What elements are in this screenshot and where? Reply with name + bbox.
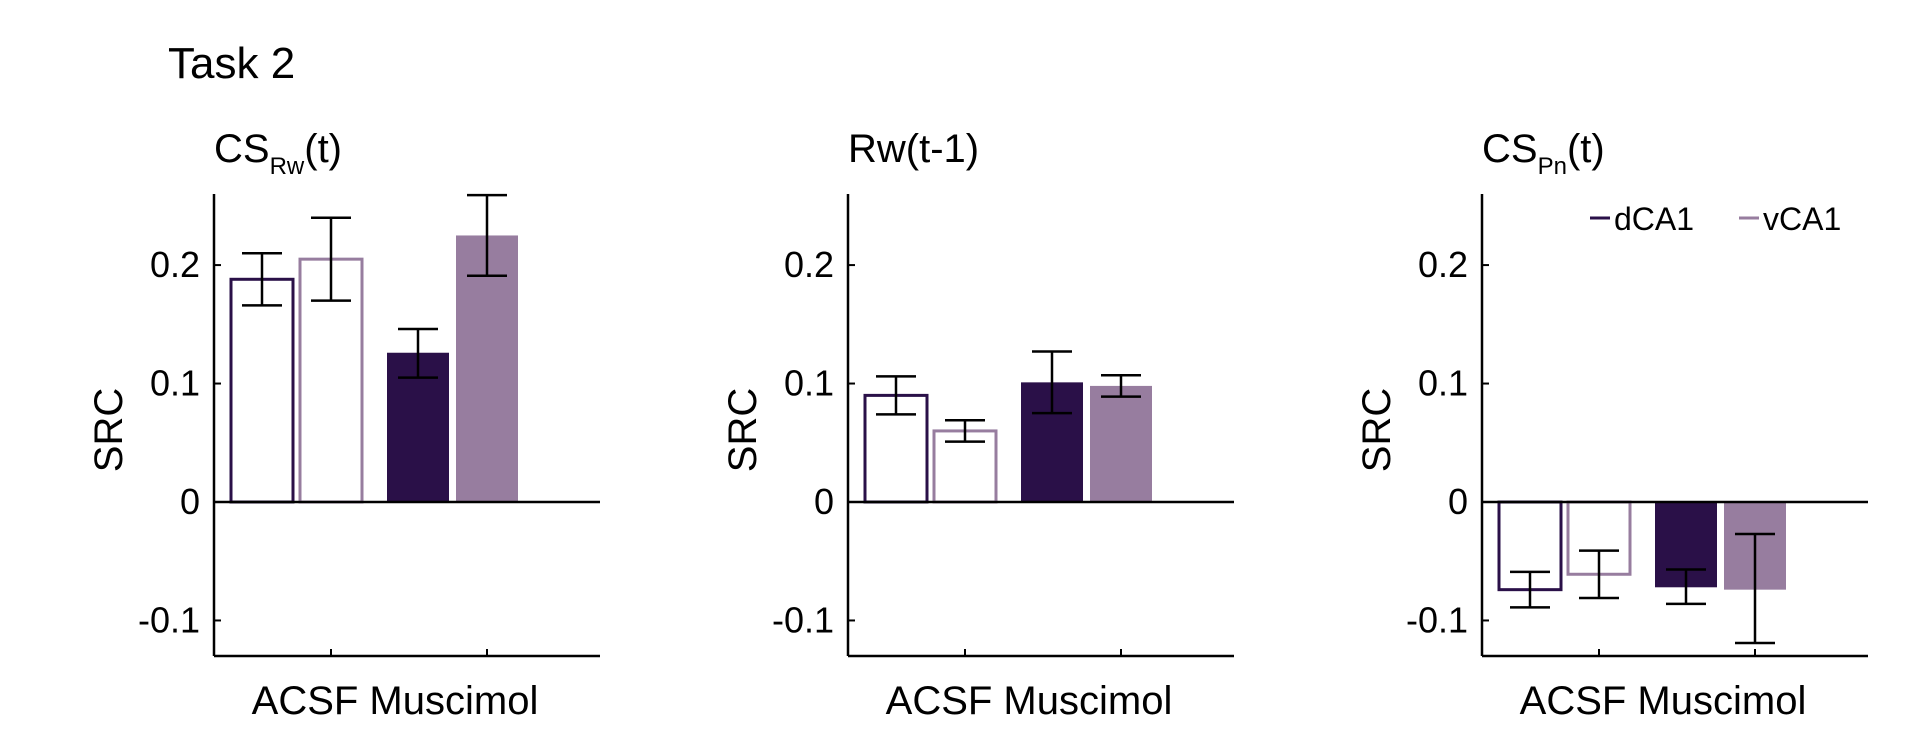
legend: dCA1 vCA1 bbox=[1590, 201, 1841, 237]
bar-muscimol-vca1 bbox=[1090, 385, 1152, 502]
legend-label-dca1: dCA1 bbox=[1614, 201, 1694, 237]
y-tick-label: -0.1 bbox=[772, 599, 834, 640]
panel-3: CSPn(t) -0.1 0 0.1 0.2 ACSF Muscimol SRC dCA1 vC… bbox=[1355, 127, 1868, 723]
y-tick-label: -0.1 bbox=[138, 599, 200, 640]
panel-title: CSPn(t) bbox=[1482, 127, 1605, 180]
x-axis-label: ACSF Muscimol bbox=[252, 679, 539, 723]
legend-label-vca1: vCA1 bbox=[1763, 201, 1841, 237]
y-tick-label: 0.2 bbox=[784, 244, 834, 285]
y-axis-label: SRC bbox=[721, 388, 765, 472]
panel-1: CSRw(t) -0.1 0 0.1 0.2 ACSF Muscimol SRC bbox=[87, 127, 600, 723]
panel-title: CSRw(t) bbox=[214, 127, 342, 180]
bar-acsf-dca1 bbox=[229, 277, 295, 504]
y-tick-label: 0.1 bbox=[150, 363, 200, 404]
bar-muscimol-vca1 bbox=[456, 235, 518, 502]
y-tick-label: 0 bbox=[814, 481, 834, 522]
panel-2: Rw(t-1) -0.1 0 0.1 0.2 ACSF Muscimol SRC bbox=[721, 127, 1234, 723]
y-tick-label: -0.1 bbox=[1406, 599, 1468, 640]
panel-title: Rw(t-1) bbox=[848, 127, 979, 171]
y-tick-label: 0.2 bbox=[150, 244, 200, 285]
y-tick-label: 0 bbox=[180, 481, 200, 522]
y-tick-label: 0 bbox=[1448, 481, 1468, 522]
y-axis-label: SRC bbox=[1355, 388, 1399, 472]
y-tick-label: 0.1 bbox=[784, 363, 834, 404]
x-axis-label: ACSF Muscimol bbox=[1520, 679, 1807, 723]
x-axis-label: ACSF Muscimol bbox=[886, 679, 1173, 723]
y-tick-label: 0.2 bbox=[1418, 244, 1468, 285]
y-axis-label: SRC bbox=[87, 388, 131, 472]
figure-title: Task 2 bbox=[168, 39, 296, 88]
y-tick-label: 0.1 bbox=[1418, 363, 1468, 404]
